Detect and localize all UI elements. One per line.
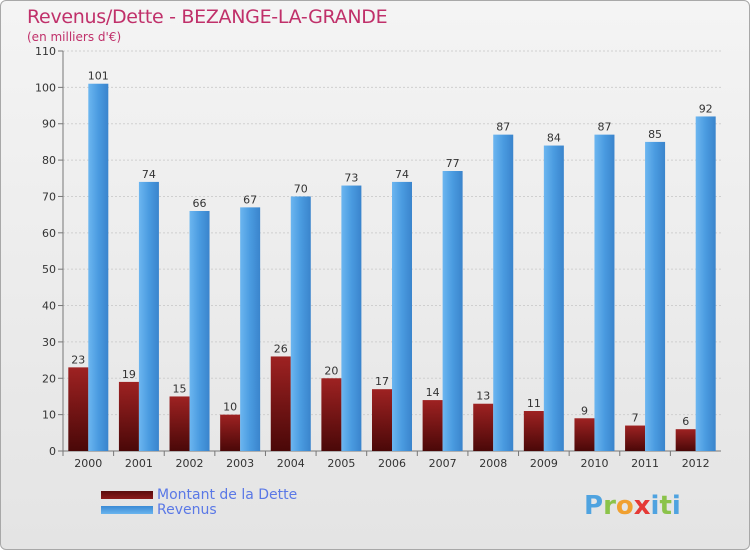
- data-label-revenus: 70: [294, 182, 308, 195]
- y-tick-label: 20: [42, 372, 56, 385]
- chart-title: Revenus/Dette - BEZANGE-LA-GRANDE: [27, 6, 388, 28]
- y-tick-label: 0: [49, 445, 56, 458]
- x-tick-label: 2002: [176, 457, 204, 470]
- bar-revenus: [88, 83, 109, 452]
- bar-dette: [68, 367, 89, 451]
- legend: Montant de la Dette Revenus: [101, 486, 298, 518]
- data-label-revenus: 74: [395, 168, 409, 181]
- bar-dette: [118, 381, 139, 451]
- bar-dette: [523, 411, 544, 451]
- data-label-dette: 9: [581, 404, 588, 417]
- bar-revenus: [138, 181, 159, 451]
- data-label-revenus: 66: [193, 197, 207, 210]
- chart-subtitle: (en milliers d'€): [27, 30, 122, 44]
- y-tick-label: 60: [42, 227, 56, 240]
- legend-swatch-revenus: [101, 505, 153, 514]
- bar-dette: [625, 425, 646, 451]
- bar-revenus: [594, 134, 615, 452]
- bar-dette: [422, 400, 443, 451]
- x-tick-label: 2012: [682, 457, 710, 470]
- data-label-dette: 10: [223, 401, 237, 414]
- y-tick-label: 100: [35, 81, 56, 94]
- legend-item-dette: Montant de la Dette: [101, 486, 298, 503]
- data-label-revenus: 101: [88, 70, 109, 83]
- data-label-revenus: 85: [648, 128, 662, 141]
- bar-revenus: [189, 211, 210, 451]
- x-tick-label: 2011: [631, 457, 659, 470]
- bar-dette: [220, 414, 241, 451]
- data-label-revenus: 87: [496, 121, 510, 134]
- y-tick-label: 40: [42, 300, 56, 313]
- x-tick-label: 2005: [327, 457, 355, 470]
- data-label-dette: 19: [122, 368, 136, 381]
- bar-revenus: [645, 141, 666, 451]
- data-label-revenus: 77: [446, 157, 460, 170]
- legend-item-revenus: Revenus: [101, 501, 297, 518]
- x-tick-label: 2006: [378, 457, 406, 470]
- bar-dette: [270, 356, 291, 451]
- y-tick-label: 110: [35, 45, 56, 58]
- data-label-dette: 6: [682, 415, 689, 428]
- data-label-dette: 26: [274, 342, 288, 355]
- x-tick-label: 2008: [479, 457, 507, 470]
- data-label-revenus: 84: [547, 132, 561, 145]
- x-tick-label: 2010: [580, 457, 608, 470]
- y-tick-label: 90: [42, 118, 56, 131]
- bar-revenus: [240, 207, 261, 451]
- x-tick-label: 2004: [277, 457, 305, 470]
- data-label-dette: 15: [173, 382, 187, 395]
- y-tick-label: 70: [42, 190, 56, 203]
- bar-revenus: [493, 134, 514, 452]
- y-tick-label: 80: [42, 154, 56, 167]
- bar-dette: [321, 378, 342, 451]
- data-label-dette: 11: [527, 397, 541, 410]
- x-tick-label: 2003: [226, 457, 254, 470]
- x-tick-label: 2009: [530, 457, 558, 470]
- bar-revenus: [695, 116, 716, 452]
- bar-dette: [473, 403, 494, 451]
- data-label-dette: 23: [71, 353, 85, 366]
- data-label-dette: 13: [476, 390, 490, 403]
- bar-dette: [372, 389, 392, 451]
- proxiti-logo: Proxiti: [584, 491, 681, 521]
- data-label-revenus: 67: [243, 193, 257, 206]
- bar-dette: [169, 396, 190, 451]
- legend-label-revenus: Revenus: [157, 501, 217, 518]
- y-tick-label: 50: [42, 263, 56, 276]
- bar-revenus: [442, 171, 463, 451]
- y-tick-label: 30: [42, 336, 56, 349]
- bar-revenus: [341, 185, 362, 451]
- data-label-dette: 20: [324, 364, 338, 377]
- y-tick-label: 10: [42, 409, 56, 422]
- legend-label-dette: Montant de la Dette: [157, 486, 298, 503]
- bar-dette: [574, 418, 595, 451]
- x-tick-label: 2001: [125, 457, 153, 470]
- data-label-revenus: 73: [344, 172, 358, 185]
- bar-revenus: [290, 196, 311, 451]
- x-tick-label: 2000: [74, 457, 102, 470]
- legend-swatch-dette: [101, 490, 153, 499]
- data-label-dette: 14: [426, 386, 440, 399]
- data-label-revenus: 92: [699, 102, 713, 115]
- x-tick-label: 2007: [429, 457, 457, 470]
- data-label-revenus: 87: [597, 121, 611, 134]
- data-label-dette: 17: [375, 375, 389, 388]
- bar-dette: [675, 429, 696, 451]
- bar-revenus: [543, 145, 564, 451]
- data-label-dette: 7: [632, 412, 639, 425]
- data-label-revenus: 74: [142, 168, 156, 181]
- bar-revenus: [392, 181, 412, 451]
